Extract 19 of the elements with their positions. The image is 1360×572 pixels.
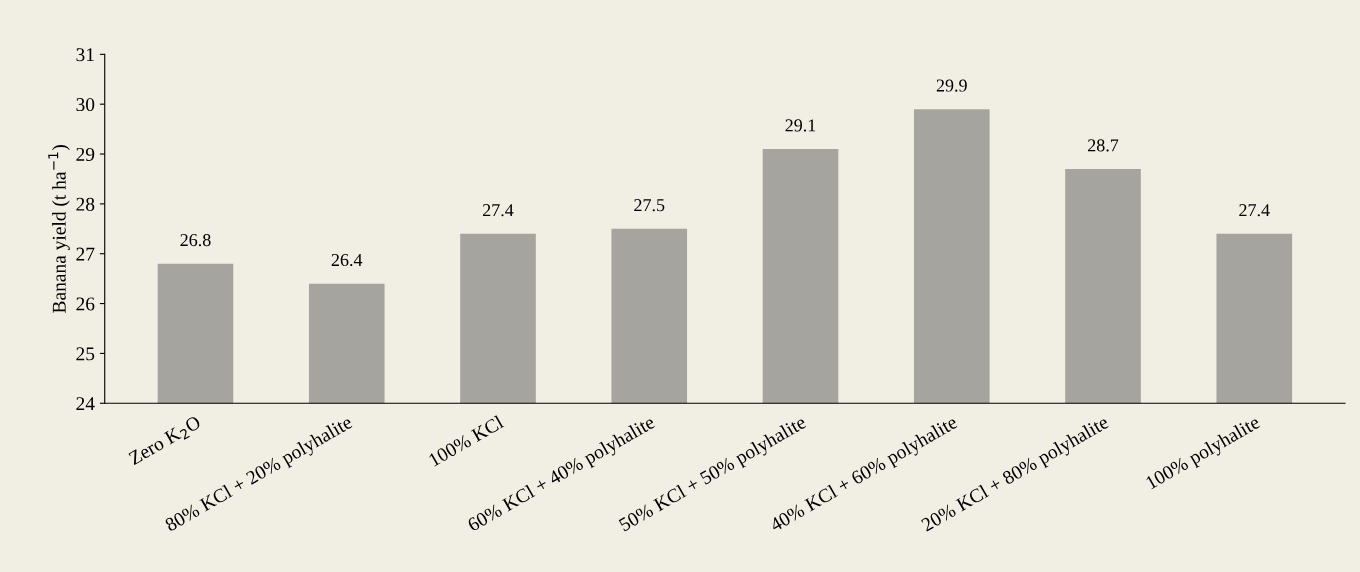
y-tick-label: 24 [76,397,95,411]
y-tick-label: 29 [76,147,95,161]
data-label: 29.9 [936,79,967,92]
y-tick-label: 25 [76,347,95,361]
x-tick-label: Zero K$_{2}$O [127,415,203,468]
data-label: 27.5 [634,199,665,212]
y-axis-title: Banana yield (t ha$^{−1}$) [48,145,70,313]
y-tick-label: 27 [76,247,95,261]
y-tick-label: 26 [76,297,95,311]
data-label: 26.8 [180,233,211,247]
data-label: 27.4 [482,204,514,217]
y-tick-label: 31 [76,48,94,62]
data-label: 26.4 [331,253,363,267]
x-tick-label: 100% KCl [427,414,505,467]
data-label: 28.7 [1088,139,1119,152]
data-label: 29.1 [785,119,816,132]
y-tick-label: 28 [76,197,95,211]
data-label: 27.4 [1239,204,1270,217]
y-tick-label: 30 [76,98,95,112]
